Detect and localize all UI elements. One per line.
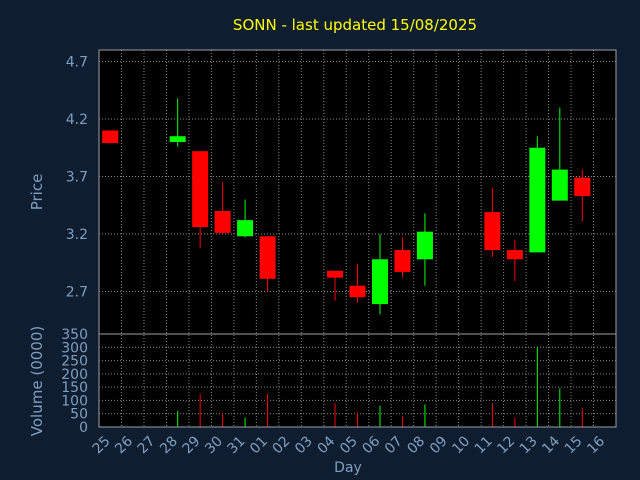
volume-tick-label: 0 [79, 420, 88, 436]
candle-body [327, 270, 344, 278]
candle-body [102, 130, 119, 144]
candle-body [529, 147, 546, 253]
price-tick-label: 4.7 [66, 54, 88, 70]
volume-plot-frame [98, 333, 617, 428]
volume-tick-label: 350 [61, 327, 88, 343]
candle-body [259, 236, 276, 279]
chart-title: SONN - last updated 15/08/2025 [233, 16, 477, 34]
volume-bars [177, 347, 583, 427]
volume-tick-label: 300 [61, 340, 88, 356]
volume-axis-label: Volume (0000) [28, 326, 46, 436]
x-axis: 2526272829303101020304050607080910111213… [90, 433, 608, 457]
x-axis-label: Day [334, 460, 362, 476]
candle-body [416, 231, 433, 260]
volume-tick-label: 200 [61, 367, 88, 383]
volume-plot-area [99, 334, 616, 427]
volume-tick-label: 100 [61, 393, 88, 409]
price-axis-label: Price [28, 174, 46, 211]
price-tick-label: 3.7 [66, 169, 88, 185]
candle-body [237, 220, 254, 237]
candle-body [349, 285, 366, 298]
volume-tick-label: 250 [61, 354, 88, 370]
candle-body [394, 250, 411, 272]
price-axis: 4.7 4.2 3.7 3.2 2.7 [66, 54, 88, 300]
volume-tick-label: 50 [70, 407, 88, 423]
candle-body [551, 169, 568, 201]
candle-body [169, 136, 186, 142]
candle-body [371, 259, 388, 305]
candle-body [214, 210, 231, 233]
volume-tick-label: 150 [61, 380, 88, 396]
candle-body [484, 212, 501, 251]
candle-body [574, 177, 591, 197]
price-candles [102, 98, 591, 315]
price-tick-label: 4.2 [66, 112, 88, 128]
candle-body [192, 151, 209, 228]
price-tick-label: 3.2 [66, 227, 88, 243]
price-tick-label: 2.7 [66, 284, 88, 300]
candle-body [506, 250, 523, 260]
